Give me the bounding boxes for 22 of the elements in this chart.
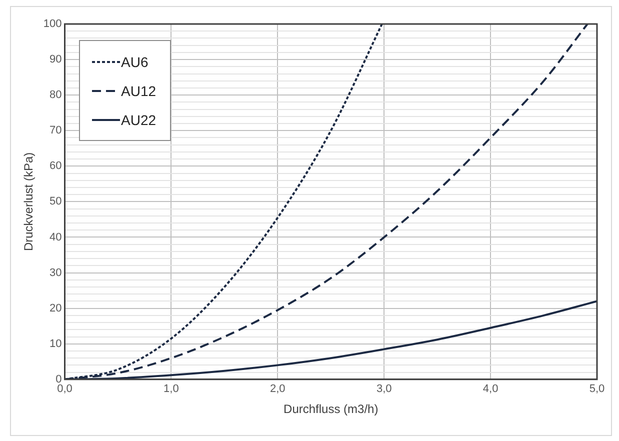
y-tick-label: 90 (50, 54, 62, 66)
y-axis-title: Druckverlust (kPa) (22, 152, 36, 252)
y-tick-label: 70 (50, 124, 62, 137)
y-tick-label: 20 (50, 302, 62, 314)
y-tick-label: 10 (50, 338, 62, 350)
x-tick-label: 5,0 (589, 383, 605, 396)
legend-label: AU12 (121, 82, 156, 98)
y-tick-label: 80 (50, 89, 62, 102)
x-tick-label: 0,0 (57, 383, 72, 396)
y-tick-label: 60 (50, 160, 62, 172)
x-axis-title: Durchfluss (m3/h) (284, 402, 378, 416)
y-tick-label: 30 (50, 266, 62, 279)
x-tick-label: 2,0 (270, 383, 286, 396)
legend-label: AU6 (121, 54, 148, 70)
legend-label: AU22 (121, 112, 156, 128)
y-tick-label: 50 (50, 196, 62, 208)
x-tick-label: 4,0 (482, 383, 498, 396)
y-tick-label: 40 (50, 231, 62, 244)
x-tick-label: 3,0 (376, 383, 392, 396)
y-tick-label: 0 (56, 373, 62, 386)
y-tick-label: 100 (43, 18, 62, 30)
x-tick-label: 1,0 (164, 383, 179, 396)
